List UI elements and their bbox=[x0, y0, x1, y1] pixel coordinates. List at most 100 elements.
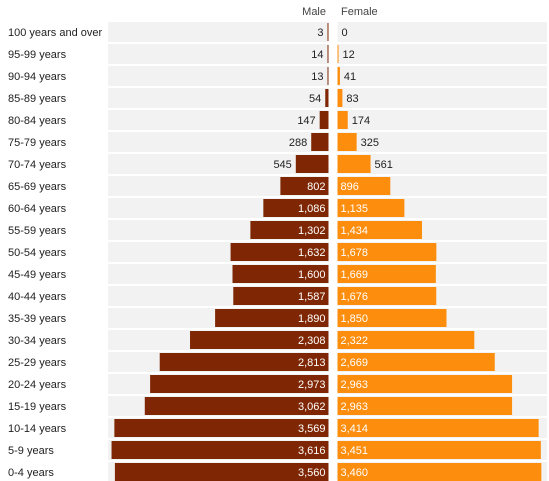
category-label: 75-79 years bbox=[8, 137, 67, 149]
female-value-label: 3,460 bbox=[341, 467, 369, 479]
male-bar bbox=[230, 243, 329, 261]
category-label: 40-44 years bbox=[8, 291, 67, 303]
male-bar bbox=[159, 353, 329, 371]
category-label: 5-9 years bbox=[8, 445, 54, 457]
female-value-label: 2,963 bbox=[341, 379, 369, 391]
male-value-label: 545 bbox=[273, 159, 291, 171]
row-track bbox=[337, 66, 547, 86]
female-value-label: 83 bbox=[346, 93, 358, 105]
male-bar bbox=[114, 419, 329, 437]
male-bar bbox=[325, 89, 329, 107]
female-bar bbox=[337, 155, 371, 173]
male-bar bbox=[263, 199, 329, 217]
female-bar bbox=[337, 243, 437, 261]
category-label: 20-24 years bbox=[8, 379, 67, 391]
male-value-label: 2,308 bbox=[298, 335, 326, 347]
female-bar bbox=[337, 45, 339, 63]
male-value-label: 288 bbox=[289, 137, 307, 149]
male-value-label: 3,569 bbox=[298, 423, 326, 435]
female-value-label: 2,963 bbox=[341, 401, 369, 413]
category-label: 45-49 years bbox=[8, 269, 67, 281]
category-label: 85-89 years bbox=[8, 93, 67, 105]
category-label: 0-4 years bbox=[8, 467, 54, 479]
row-track bbox=[108, 154, 329, 174]
female-value-label: 1,676 bbox=[341, 291, 369, 303]
female-value-label: 41 bbox=[344, 71, 356, 83]
male-value-label: 3 bbox=[317, 27, 323, 39]
female-bar bbox=[337, 419, 539, 437]
male-value-label: 147 bbox=[297, 115, 315, 127]
category-label: 30-34 years bbox=[8, 335, 67, 347]
male-bar bbox=[295, 155, 329, 173]
category-label: 100 years and over bbox=[8, 27, 103, 39]
female-bar bbox=[337, 67, 340, 85]
male-bar bbox=[233, 287, 329, 305]
row-track bbox=[337, 22, 547, 42]
female-value-label: 1,678 bbox=[341, 247, 369, 259]
female-value-label: 2,322 bbox=[341, 335, 369, 347]
male-value-label: 802 bbox=[307, 181, 325, 193]
male-bar bbox=[150, 375, 329, 393]
female-bar bbox=[337, 397, 513, 415]
male-bar bbox=[250, 221, 329, 239]
row-track bbox=[108, 66, 329, 86]
row-track bbox=[337, 44, 547, 64]
category-label: 80-84 years bbox=[8, 115, 67, 127]
female-bar bbox=[337, 441, 541, 459]
male-column-header: Male bbox=[302, 6, 326, 18]
row-track bbox=[108, 176, 329, 196]
row-track bbox=[337, 132, 547, 152]
male-bar bbox=[114, 463, 329, 481]
female-bar bbox=[337, 309, 447, 327]
female-bar bbox=[337, 331, 475, 349]
female-value-label: 561 bbox=[375, 159, 393, 171]
row-track bbox=[337, 110, 547, 130]
male-bar bbox=[311, 133, 329, 151]
male-value-label: 3,616 bbox=[298, 445, 326, 457]
female-bar bbox=[337, 177, 391, 195]
row-track bbox=[108, 132, 329, 152]
male-value-label: 2,973 bbox=[298, 379, 326, 391]
category-label: 35-39 years bbox=[8, 313, 67, 325]
female-bar bbox=[337, 89, 343, 107]
male-bar bbox=[190, 331, 329, 349]
female-value-label: 3,451 bbox=[341, 445, 369, 457]
female-value-label: 325 bbox=[361, 137, 379, 149]
female-value-label: 1,850 bbox=[341, 313, 369, 325]
male-bar bbox=[111, 441, 329, 459]
male-value-label: 1,632 bbox=[298, 247, 326, 259]
male-value-label: 1,587 bbox=[298, 291, 326, 303]
female-bar bbox=[337, 353, 495, 371]
female-value-label: 12 bbox=[343, 49, 355, 61]
male-value-label: 1,600 bbox=[298, 269, 326, 281]
category-label: 25-29 years bbox=[8, 357, 67, 369]
category-label: 95-99 years bbox=[8, 49, 67, 61]
male-value-label: 3,560 bbox=[298, 467, 326, 479]
male-bar bbox=[144, 397, 329, 415]
male-bar bbox=[319, 111, 329, 129]
female-value-label: 2,669 bbox=[341, 357, 369, 369]
male-value-label: 1,890 bbox=[298, 313, 326, 325]
male-value-label: 14 bbox=[311, 49, 323, 61]
male-value-label: 2,813 bbox=[298, 357, 326, 369]
male-bar bbox=[327, 23, 329, 41]
female-value-label: 1,434 bbox=[341, 225, 369, 237]
female-bar bbox=[337, 111, 348, 129]
category-label: 55-59 years bbox=[8, 225, 67, 237]
female-value-label: 896 bbox=[341, 181, 359, 193]
row-track bbox=[108, 44, 329, 64]
female-bar bbox=[337, 133, 357, 151]
female-bar bbox=[337, 463, 542, 481]
row-track bbox=[337, 88, 547, 108]
row-track bbox=[108, 110, 329, 130]
female-value-label: 174 bbox=[352, 115, 370, 127]
category-label: 65-69 years bbox=[8, 181, 67, 193]
row-track bbox=[108, 88, 329, 108]
category-label: 15-19 years bbox=[8, 401, 67, 413]
female-value-label: 1,669 bbox=[341, 269, 369, 281]
male-bar bbox=[232, 265, 329, 283]
female-column-header: Female bbox=[341, 6, 378, 18]
female-value-label: 1,135 bbox=[341, 203, 369, 215]
female-bar bbox=[337, 265, 436, 283]
row-track bbox=[337, 154, 547, 174]
